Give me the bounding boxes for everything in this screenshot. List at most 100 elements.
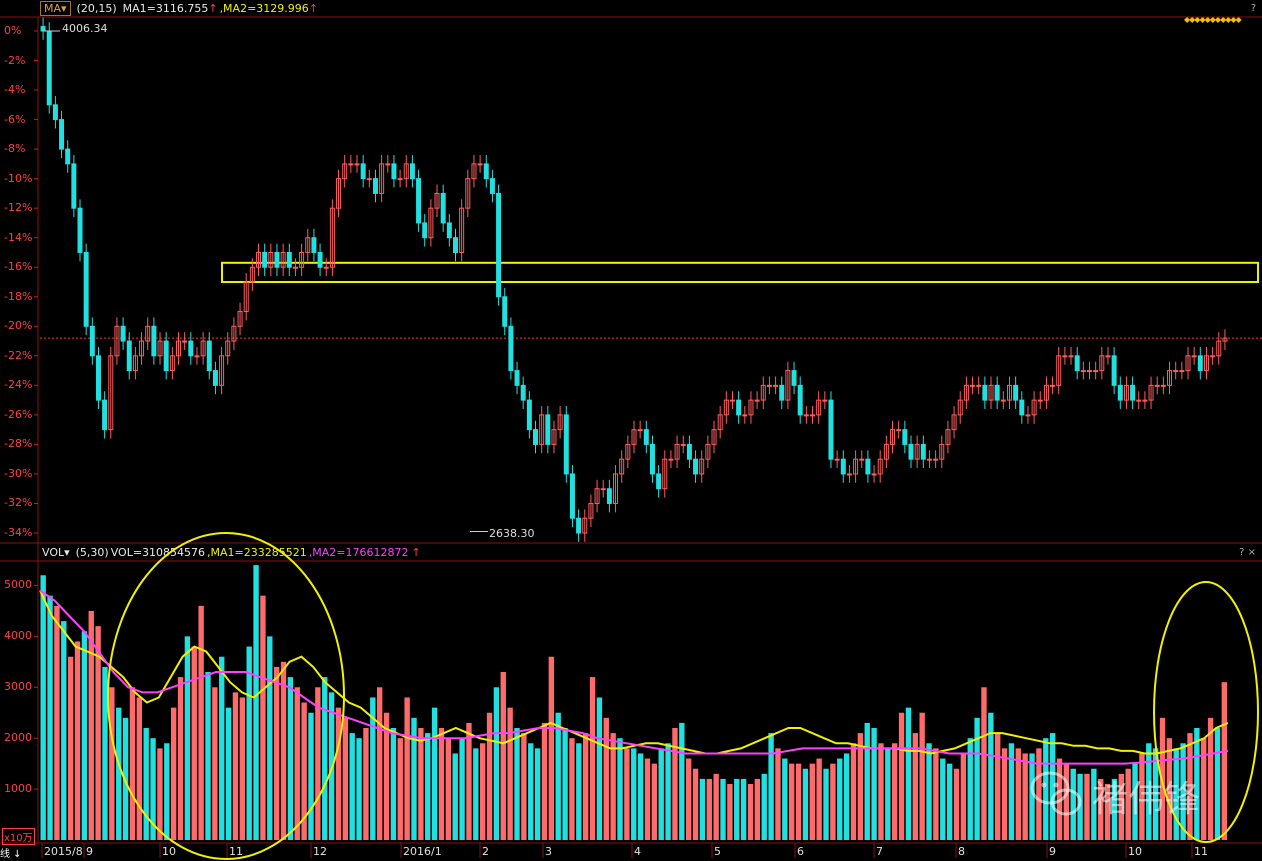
price-candle — [926, 458, 932, 461]
volume-bar — [1015, 748, 1021, 840]
period-switch[interactable]: 线 ↓ — [0, 849, 22, 860]
price-candle — [840, 458, 846, 475]
volume-bar — [1070, 768, 1076, 840]
price-candle — [533, 429, 539, 445]
volume-bar — [1152, 748, 1159, 840]
price-candle — [816, 399, 822, 416]
price-ma1-value: MA1=3116.755 — [122, 2, 209, 15]
price-candle — [619, 458, 625, 475]
price-y-tick: -30% — [4, 466, 33, 480]
price-candle — [514, 370, 520, 386]
volume-bar — [940, 758, 946, 840]
price-candle — [157, 340, 163, 357]
price-candle — [871, 473, 877, 476]
price-candle — [834, 458, 840, 461]
price-candle — [705, 443, 711, 460]
price-candle — [853, 458, 859, 475]
price-candle — [631, 429, 637, 445]
price-candle — [1123, 384, 1129, 401]
volume-bar — [953, 768, 960, 840]
volume-bar — [555, 712, 561, 840]
volume-bar — [40, 575, 46, 840]
price-candle — [440, 192, 446, 224]
volume-bar — [466, 722, 472, 840]
volume-bar — [610, 733, 616, 840]
volume-indicator-dropdown[interactable]: VOL▾ — [42, 546, 70, 559]
x-tick-label: 7 — [876, 845, 883, 858]
price-candle — [600, 488, 606, 491]
watermark-text: 褚伟锋 — [1092, 779, 1201, 820]
price-candle — [465, 178, 471, 209]
volume-bar — [686, 758, 692, 840]
price-candle — [1216, 340, 1222, 357]
volume-bar — [260, 595, 266, 840]
price-candle — [994, 384, 1000, 401]
x-tick-label: 2016/1 — [403, 845, 442, 858]
volume-bar — [974, 717, 980, 840]
volume-bar — [1207, 717, 1214, 840]
price-candle — [945, 429, 951, 445]
volume-bar — [1132, 763, 1138, 840]
price-candle — [397, 178, 403, 181]
price-indicator-dropdown[interactable]: MA▾ — [40, 1, 71, 16]
price-candle — [452, 237, 458, 253]
price-candle — [83, 251, 89, 327]
volume-bar — [672, 728, 678, 840]
volume-bar — [857, 733, 864, 840]
up-arrow-icon: ↑ — [308, 2, 318, 15]
volume-bar — [47, 595, 53, 840]
price-candle — [902, 429, 908, 445]
price-candle — [52, 104, 58, 121]
volume-bar — [349, 733, 355, 840]
price-candle — [256, 251, 262, 268]
help-icon[interactable]: ? — [1250, 3, 1256, 14]
volume-bar — [88, 610, 94, 840]
price-candle — [434, 192, 440, 209]
volume-bar — [1022, 753, 1028, 840]
volume-bar — [631, 748, 637, 840]
price-candle — [286, 251, 292, 268]
price-candle — [1093, 370, 1099, 373]
price-candle — [1037, 399, 1043, 402]
volume-bar — [1091, 768, 1097, 840]
volume-bar — [1139, 753, 1145, 840]
volume-bar — [740, 778, 747, 840]
volume-bar — [809, 763, 815, 840]
volume-bar — [802, 768, 809, 840]
price-panel-header: MA▾ (20,15) MA1=3116.755 ↑ ,MA2=3129.996… — [0, 0, 1262, 17]
price-candle — [65, 148, 71, 165]
price-candle — [483, 163, 489, 180]
volume-bar — [596, 697, 603, 840]
price-candle — [200, 340, 206, 357]
price-candle — [139, 340, 145, 357]
price-candle — [446, 222, 452, 239]
volume-bar — [1221, 682, 1227, 840]
price-candle — [526, 399, 532, 431]
price-candle — [317, 251, 323, 268]
volume-bar — [789, 763, 795, 840]
price-candle — [779, 384, 785, 401]
volume-y-tick: 5000 — [4, 578, 32, 592]
price-candle — [163, 340, 169, 372]
volume-bar — [212, 687, 218, 840]
price-candle — [582, 517, 588, 534]
price-candle — [785, 370, 791, 401]
volume-bar — [411, 717, 417, 840]
volume-bar — [1173, 748, 1179, 840]
price-candle — [145, 325, 151, 342]
price-candle — [970, 384, 976, 387]
volume-bar — [754, 778, 761, 840]
price-candle — [877, 458, 883, 475]
volume-bar — [376, 687, 383, 840]
help-close-icons[interactable]: ? × — [1239, 547, 1256, 558]
price-candle — [613, 473, 619, 504]
volume-bar — [603, 717, 609, 840]
volume-bar — [280, 661, 287, 840]
volume-bar — [960, 753, 967, 840]
price-candle — [606, 488, 612, 504]
price-candle — [736, 399, 742, 416]
price-candle — [988, 384, 994, 401]
x-tick-label: 9 — [86, 845, 93, 858]
price-candle — [471, 163, 477, 180]
volume-bar — [1001, 748, 1008, 840]
